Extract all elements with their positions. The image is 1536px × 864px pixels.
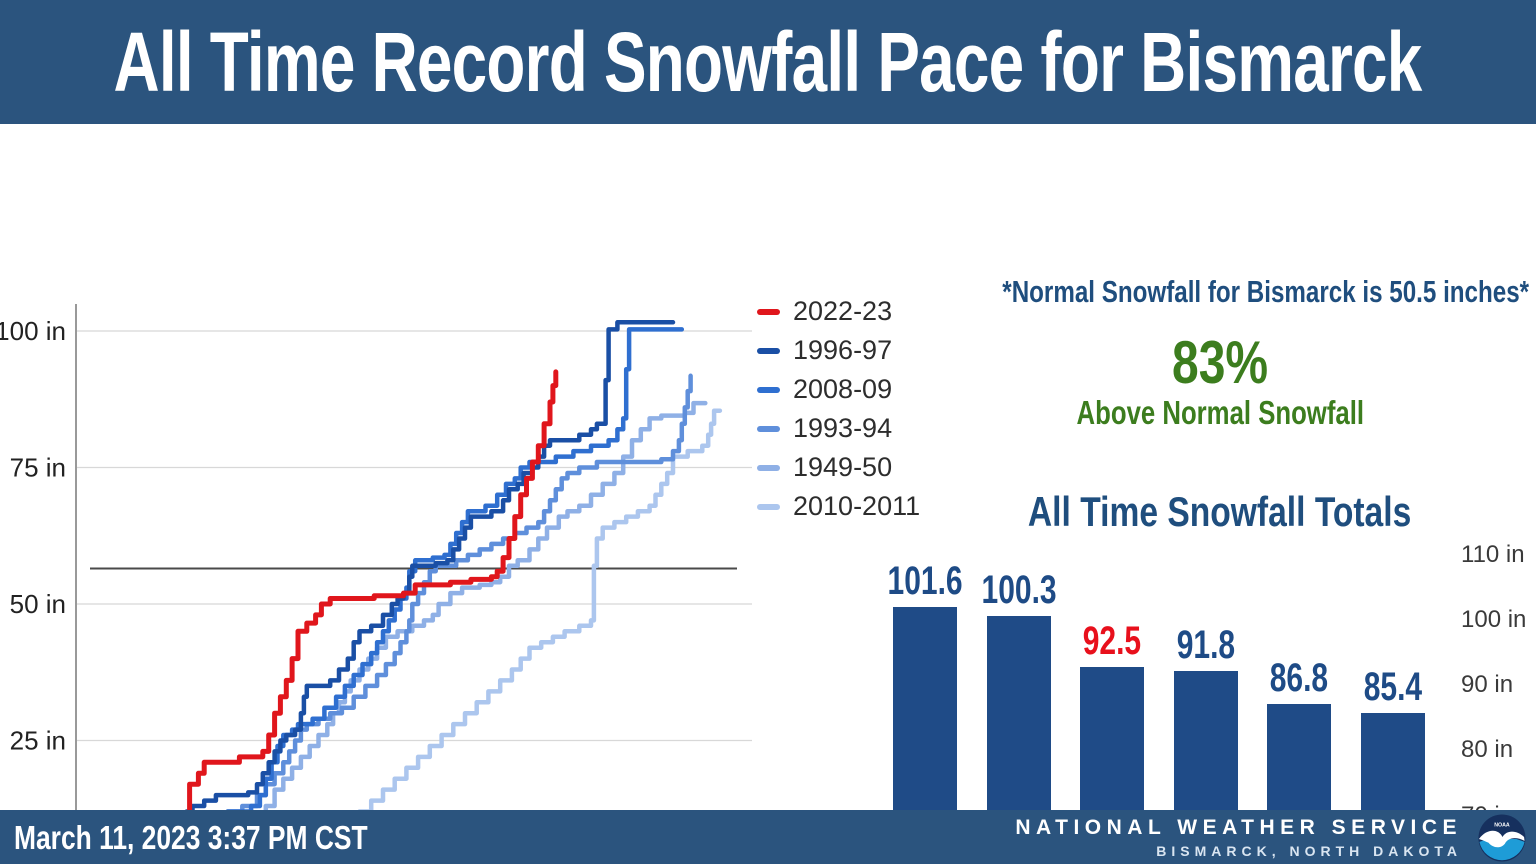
series-line-2010-2011 xyxy=(226,408,723,864)
footer-banner: March 11, 2023 3:37 PM CST NATIONAL WEAT… xyxy=(0,810,1536,864)
percent-above-normal: 83% xyxy=(1171,329,1269,396)
legend-label: 2008-09 xyxy=(793,374,893,404)
series-line-1996-97 xyxy=(122,320,676,864)
page-title: All Time Record Snowfall Pace for Bismar… xyxy=(113,14,1423,109)
nws-name: NATIONAL WEATHER SERVICE xyxy=(1015,816,1462,839)
bar-value-text: 85.4 xyxy=(1363,665,1423,710)
svg-text:NOAA: NOAA xyxy=(1494,822,1510,828)
percent-caption: Above Normal Snowfall xyxy=(1076,394,1364,431)
line-chart-legend: 2022-23 1996-97 2008-09 1993-94 1949-50 2010-… xyxy=(757,292,920,526)
bar-axis-tick-label: 90 in xyxy=(1461,671,1514,699)
legend-swatch-icon xyxy=(757,425,780,432)
nws-wordmark: NATIONAL WEATHER SERVICE BISMARCK, NORTH… xyxy=(1015,816,1462,859)
normal-snowfall-note: *Normal Snowfall for Bismarck is 50.5 in… xyxy=(1002,274,1530,309)
bar-axis-tick-label: 110 in xyxy=(1461,540,1525,568)
y-axis-tick-label: 25 in xyxy=(10,726,66,756)
bar-value-label: 101.6 xyxy=(855,559,995,604)
legend-item-2022-23: 2022-23 xyxy=(757,292,920,331)
bar-value-text: 101.6 xyxy=(887,559,963,604)
bar-chart-title: All Time Snowfall Totals xyxy=(1028,488,1412,535)
legend-label: 2022-23 xyxy=(793,296,893,326)
bar-value-text: 100.3 xyxy=(981,567,1057,612)
legend-swatch-icon xyxy=(757,347,780,354)
legend-item-2008-09: 2008-09 xyxy=(757,370,920,409)
legend-swatch-icon xyxy=(757,386,780,393)
bar-value-text: 92.5 xyxy=(1082,618,1142,663)
series-line-1993-94 xyxy=(134,373,693,864)
noaa-logo-icon: NOAA xyxy=(1478,814,1526,862)
legend-swatch-icon xyxy=(757,308,780,315)
legend-swatch-icon xyxy=(757,503,780,510)
legend-item-1996-97: 1996-97 xyxy=(757,331,920,370)
bar-axis-tick-label: 80 in xyxy=(1461,736,1514,764)
header-banner: All Time Record Snowfall Pace for Bismar… xyxy=(0,0,1536,124)
series-line-2022-23 xyxy=(184,369,559,864)
bar-axis-tick-label: 100 in xyxy=(1461,605,1527,633)
bar-value-label: 100.3 xyxy=(949,568,1089,613)
legend-label: 1996-97 xyxy=(793,335,893,365)
series-line-2008-09 xyxy=(137,327,685,864)
bar-value-label: 91.8 xyxy=(1136,623,1276,668)
timestamp: March 11, 2023 3:37 PM CST xyxy=(14,819,368,856)
legend-label: 1993-94 xyxy=(793,413,893,443)
nws-office: BISMARCK, NORTH DAKOTA xyxy=(1156,843,1462,859)
y-axis-tick-label: 50 in xyxy=(10,589,66,619)
legend-label: 1949-50 xyxy=(793,452,893,482)
y-axis-tick-label: 100 in xyxy=(0,316,66,346)
legend-label: 2010-2011 xyxy=(793,491,921,521)
bar-value-label: 92.5 xyxy=(1042,619,1182,664)
bar-value-label: 85.4 xyxy=(1323,665,1463,710)
legend-item-1993-94: 1993-94 xyxy=(757,409,920,448)
legend-item-2010-2011: 2010-2011 xyxy=(757,487,920,526)
bar-value-text: 86.8 xyxy=(1270,655,1329,700)
legend-item-1949-50: 1949-50 xyxy=(757,448,920,487)
y-axis-tick-label: 75 in xyxy=(10,453,66,483)
series-line-1949-50 xyxy=(103,400,708,864)
bar-value-text: 91.8 xyxy=(1176,623,1235,668)
legend-swatch-icon xyxy=(757,464,780,471)
bar-value-label: 86.8 xyxy=(1229,656,1369,701)
